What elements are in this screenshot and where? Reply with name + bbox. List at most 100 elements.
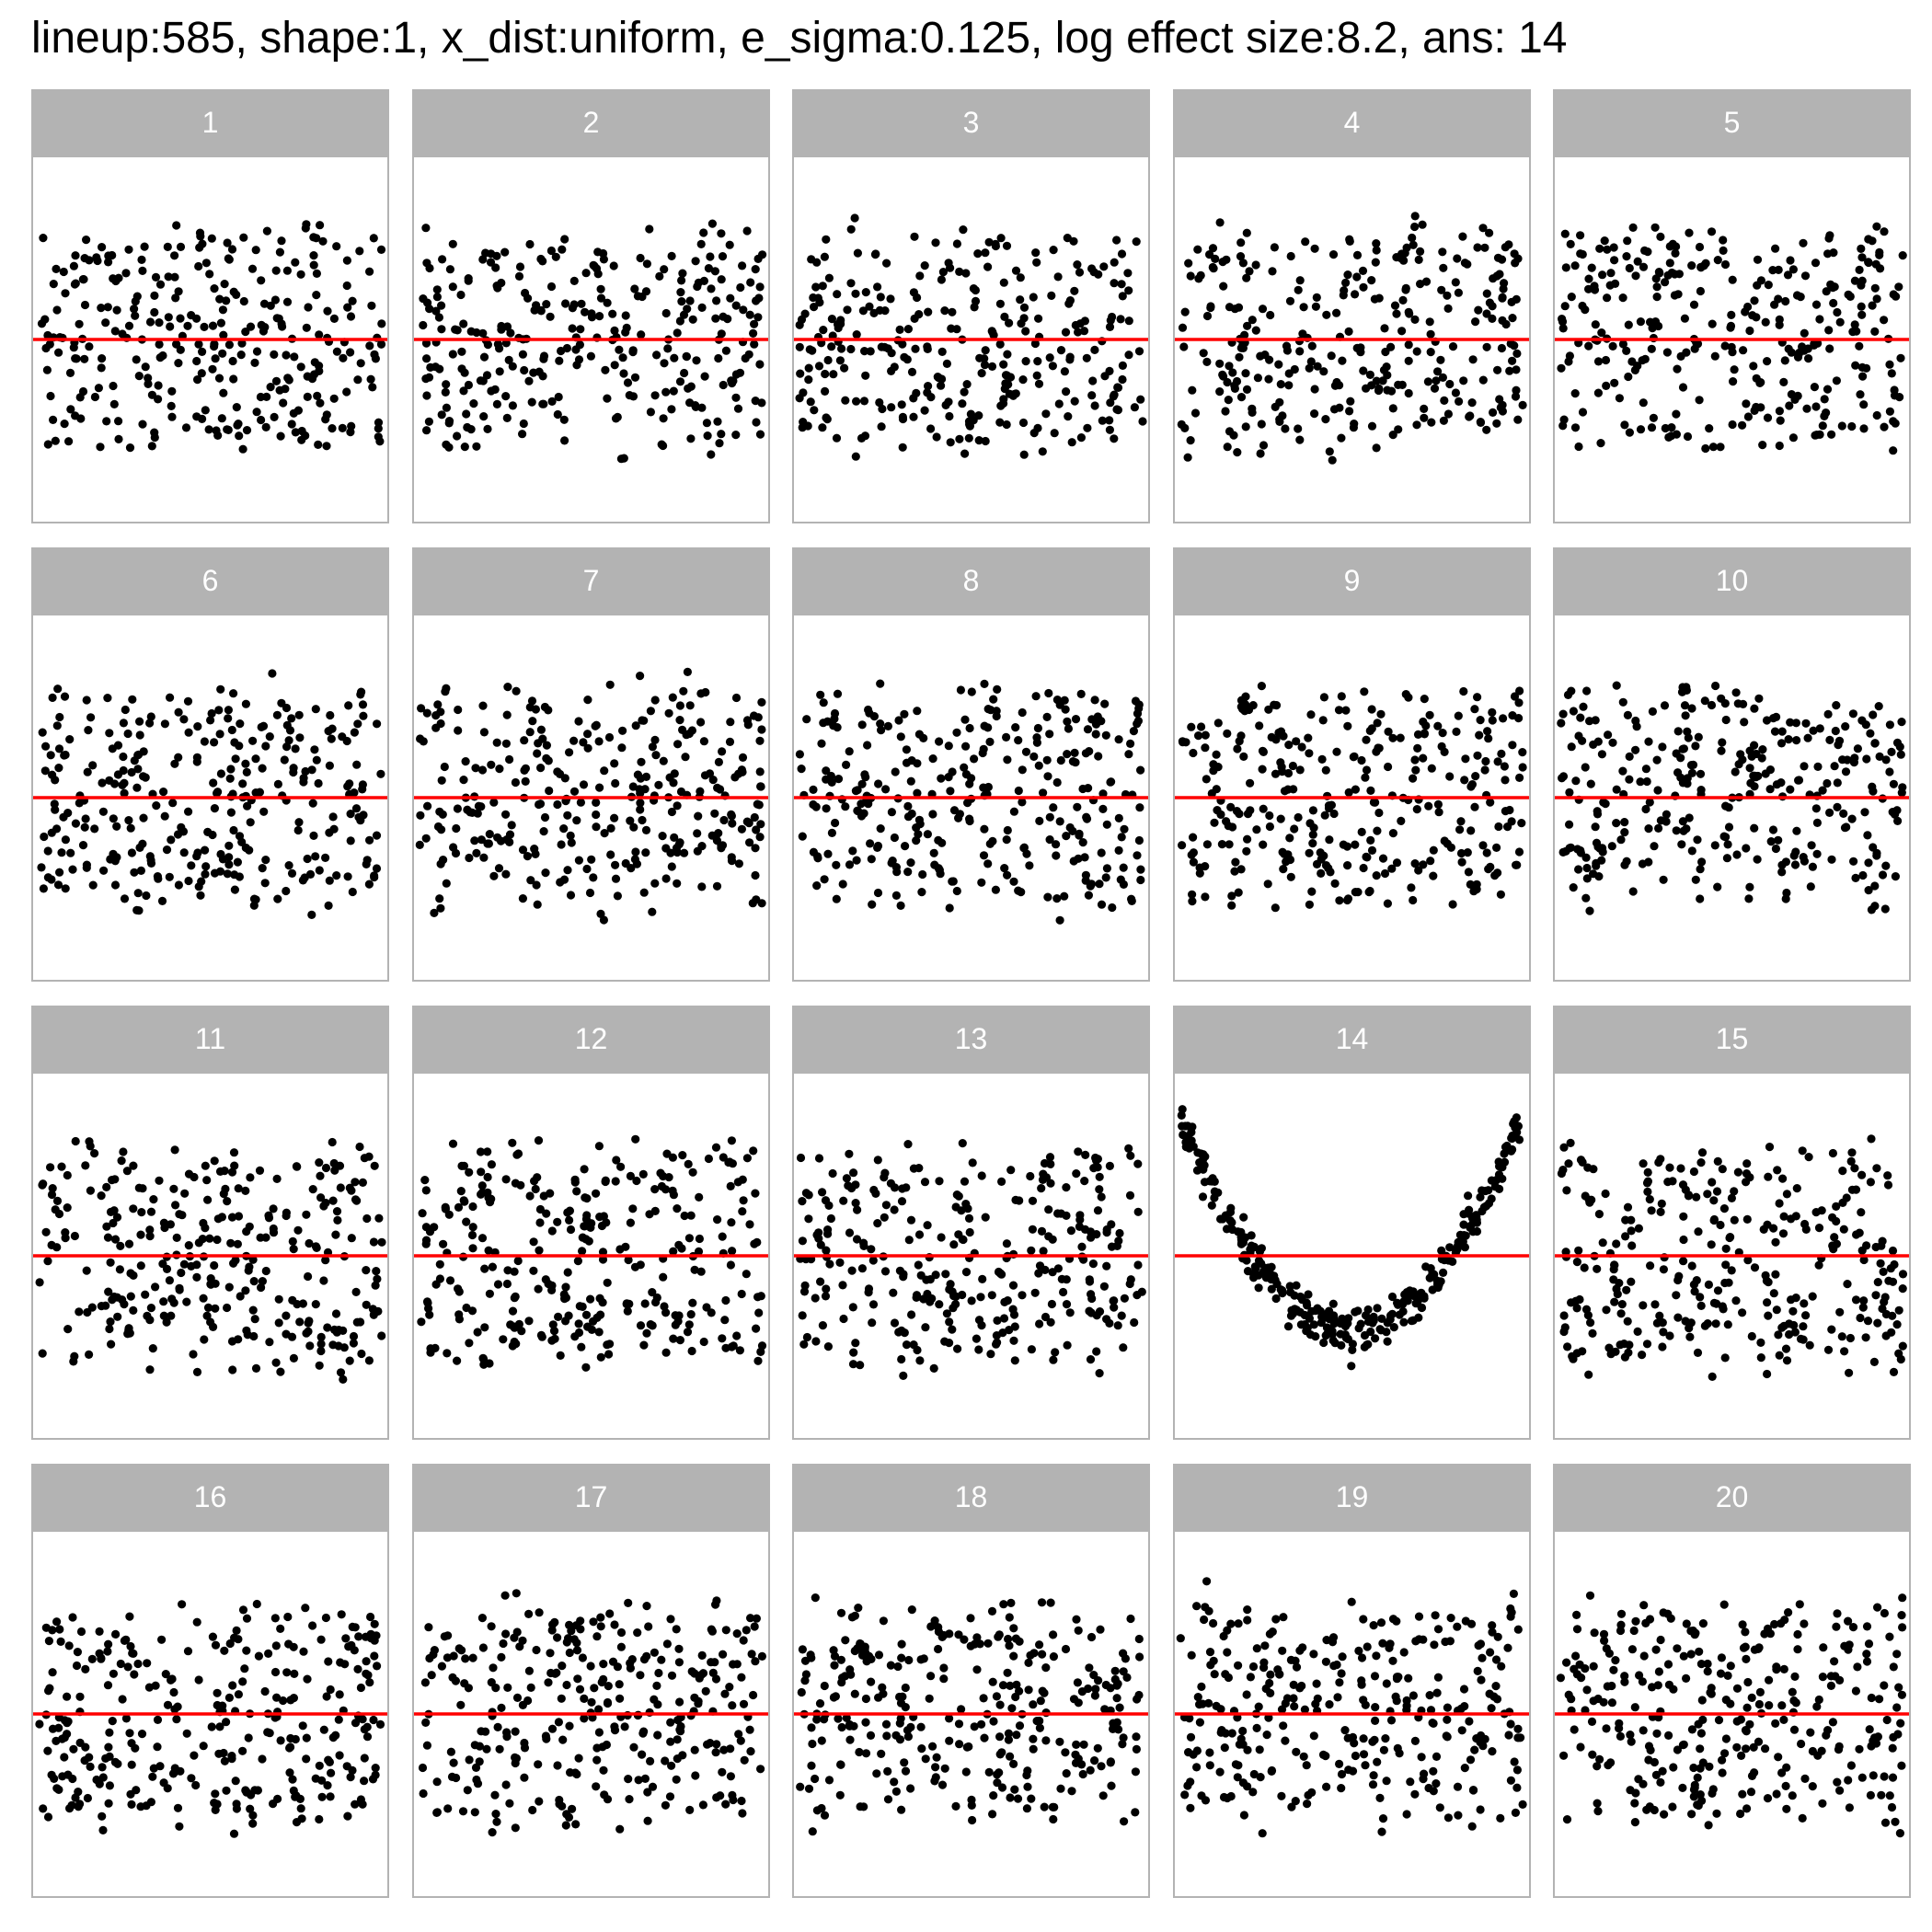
data-point [371, 354, 380, 363]
data-point [183, 696, 193, 706]
data-point [1832, 701, 1841, 710]
data-point [923, 1221, 932, 1230]
data-point [1223, 729, 1232, 739]
data-point [1508, 356, 1517, 365]
data-point [1189, 857, 1198, 867]
data-point [1730, 1215, 1739, 1225]
data-point [54, 1209, 64, 1219]
data-point [508, 1306, 518, 1316]
data-point [299, 777, 308, 787]
data-point [1592, 858, 1601, 868]
data-point [863, 741, 872, 750]
data-point [1062, 1183, 1071, 1192]
data-point [1868, 782, 1877, 791]
panel-points [35, 1136, 386, 1384]
data-point [109, 381, 118, 391]
data-point [1440, 1256, 1449, 1265]
data-point [1710, 841, 1719, 850]
data-point [1830, 762, 1839, 771]
data-point [1224, 396, 1233, 405]
data-point [1856, 390, 1865, 399]
data-point [1011, 266, 1021, 275]
data-point [1753, 855, 1762, 864]
data-point [246, 818, 255, 827]
data-point [1558, 772, 1569, 781]
data-point [504, 355, 513, 364]
data-point [160, 811, 169, 821]
data-point [38, 1349, 47, 1358]
data-point [596, 293, 606, 303]
panel-points [37, 220, 386, 454]
data-point [1136, 875, 1145, 885]
data-point [1512, 385, 1521, 395]
data-point [1851, 1295, 1861, 1305]
data-point [1558, 324, 1568, 333]
data-point [1459, 1220, 1468, 1229]
data-point [818, 1321, 828, 1330]
data-point [821, 386, 830, 396]
data-point [628, 348, 638, 357]
data-point [920, 406, 929, 415]
data-point [1325, 447, 1334, 456]
data-point [52, 1617, 62, 1627]
data-point [804, 1214, 813, 1224]
data-point [1885, 720, 1894, 730]
data-point [309, 251, 318, 260]
data-point [175, 1822, 184, 1831]
data-point [804, 363, 813, 373]
data-point [104, 251, 113, 260]
data-point [1374, 808, 1384, 818]
data-point [282, 266, 292, 275]
data-point [364, 880, 374, 889]
data-point [1774, 294, 1783, 304]
data-point [1763, 1298, 1772, 1307]
data-point [1569, 707, 1578, 716]
data-point [1091, 730, 1100, 739]
data-point [856, 1361, 865, 1370]
data-point [626, 1171, 636, 1180]
data-point [1390, 301, 1400, 310]
data-point [179, 715, 189, 724]
data-point [174, 359, 183, 368]
data-point [1482, 848, 1491, 857]
data-point [132, 292, 142, 301]
data-point [223, 1303, 232, 1313]
data-point [1730, 365, 1739, 374]
data-point [1243, 834, 1252, 844]
data-point [35, 1719, 44, 1729]
data-point [680, 848, 689, 857]
data-point [233, 857, 242, 867]
data-point [1676, 1164, 1685, 1173]
data-point [1756, 276, 1765, 285]
data-point [663, 344, 673, 353]
data-point [1006, 373, 1016, 382]
data-point [448, 239, 457, 248]
data-point [563, 1268, 572, 1277]
data-point [699, 228, 708, 237]
data-point [1234, 888, 1243, 897]
data-point [227, 245, 237, 254]
data-point [1362, 384, 1371, 393]
data-point [226, 1238, 236, 1248]
data-point [1850, 320, 1859, 329]
panel-strip [1173, 1006, 1531, 1072]
data-point [961, 269, 971, 278]
data-point [485, 830, 494, 839]
data-point [1511, 392, 1521, 401]
data-point [218, 305, 227, 315]
data-point [1721, 801, 1731, 811]
data-point [600, 766, 609, 776]
data-point [1841, 767, 1851, 776]
data-point [1594, 1210, 1604, 1219]
data-point [1189, 748, 1198, 758]
data-point [1070, 286, 1079, 295]
data-point [102, 1182, 111, 1191]
data-point [1579, 702, 1588, 711]
data-point [1582, 874, 1592, 883]
data-point [1084, 784, 1093, 793]
data-point [1885, 407, 1894, 416]
data-point [1721, 1244, 1731, 1253]
data-point [53, 684, 63, 694]
data-point [1179, 738, 1188, 747]
data-point [81, 1161, 90, 1170]
